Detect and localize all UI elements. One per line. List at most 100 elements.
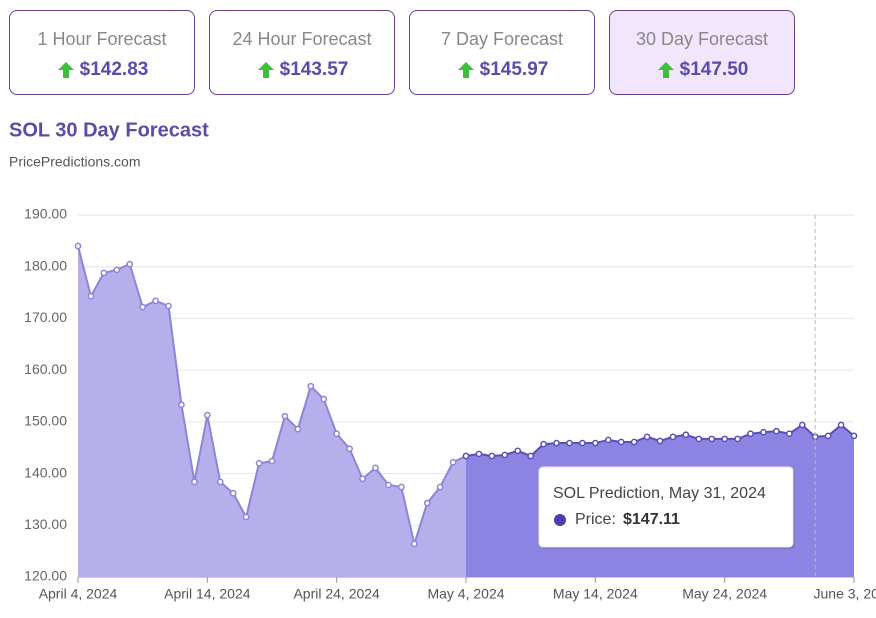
x-tick-label: May 14, 2024 <box>553 586 638 602</box>
point <box>268 457 276 465</box>
point <box>566 439 573 447</box>
point <box>178 401 185 409</box>
tooltip-label: Price: <box>575 511 616 528</box>
up-arrow <box>657 62 674 78</box>
chart-subtitle: PricePredictions.com <box>9 154 141 170</box>
point <box>165 302 172 310</box>
point <box>708 435 716 443</box>
forecast-card[interactable]: 7 Day Forecast $145.97 <box>409 10 595 95</box>
point <box>475 450 483 458</box>
point <box>553 439 560 447</box>
point <box>436 483 444 491</box>
point <box>139 303 147 311</box>
y-tick-label: 160.00 <box>24 361 67 377</box>
point <box>126 260 134 268</box>
point <box>850 432 858 440</box>
point <box>152 297 159 305</box>
tooltip-box <box>538 466 794 548</box>
point <box>87 292 95 300</box>
card-label: 24 Hour Forecast <box>232 29 372 49</box>
area <box>78 246 466 577</box>
forecast-card[interactable]: 1 Hour Forecast $142.83 <box>9 10 195 95</box>
point <box>255 459 263 467</box>
point <box>514 447 522 455</box>
y-tick-label: 190.00 <box>24 206 67 222</box>
point <box>372 464 379 472</box>
point <box>540 440 547 448</box>
point <box>682 431 690 439</box>
tooltip: SOL Prediction, May 31, 2024 Price: $147.1… <box>538 466 795 549</box>
point <box>320 395 328 403</box>
up-arrow <box>57 62 74 78</box>
point <box>113 266 121 274</box>
point <box>397 483 405 491</box>
x-tick-label: June 3, 2024 <box>814 586 876 602</box>
point <box>669 433 677 441</box>
point <box>695 435 703 443</box>
point <box>643 433 651 441</box>
up-arrow <box>257 62 274 78</box>
x-tick-label: May 24, 2024 <box>682 586 767 602</box>
point <box>734 435 741 443</box>
point <box>307 382 315 390</box>
y-tick-label: 150.00 <box>24 413 67 429</box>
point <box>385 481 392 489</box>
card-value-row: $143.57 <box>210 59 394 81</box>
forecast-card[interactable]: 30 Day Forecast $147.50 <box>609 10 795 95</box>
up-arrow <box>457 62 474 78</box>
point <box>462 452 470 460</box>
point <box>721 435 729 443</box>
card-label: 30 Day Forecast <box>635 29 769 49</box>
point <box>359 475 366 483</box>
point <box>74 242 82 250</box>
point <box>410 540 418 548</box>
card-value: $142.83 <box>79 59 149 80</box>
tooltip-dot <box>554 514 566 526</box>
point <box>501 451 509 459</box>
point <box>229 489 237 497</box>
x-tick-label: April 4, 2024 <box>39 586 118 602</box>
point <box>423 499 431 507</box>
point <box>346 445 353 453</box>
card-value-row: $142.83 <box>10 59 194 81</box>
point <box>591 439 599 447</box>
point <box>242 513 250 521</box>
card-value: $147.50 <box>679 59 749 80</box>
point <box>579 439 586 447</box>
point <box>216 478 224 486</box>
tooltip-title: SOL Prediction, May 31, 2024 <box>553 485 766 502</box>
card-label: 7 Day Forecast <box>440 29 564 49</box>
card-value: $143.57 <box>279 59 349 80</box>
x-tick-label: May 4, 2024 <box>427 586 504 602</box>
y-tick-label: 180.00 <box>24 257 67 273</box>
point <box>617 438 625 446</box>
x-tick-label: April 14, 2024 <box>164 586 251 602</box>
card-value: $145.97 <box>479 59 549 80</box>
point <box>837 421 845 429</box>
y-tick-label: 170.00 <box>24 309 67 325</box>
point <box>785 430 793 438</box>
point <box>449 458 457 466</box>
point <box>191 478 198 486</box>
card-label: 1 Hour Forecast <box>37 29 167 49</box>
point <box>527 452 535 460</box>
point <box>604 436 612 444</box>
tooltip-value: $147.11 <box>623 511 680 528</box>
chart: SOL 30 Day Forecast PricePredictions.com… <box>9 119 876 602</box>
forecast-card[interactable]: 24 Hour Forecast $143.57 <box>209 10 395 95</box>
point <box>760 428 767 436</box>
point <box>100 269 108 277</box>
card-value-row: $145.97 <box>410 59 594 81</box>
point <box>333 430 341 438</box>
point <box>656 437 664 445</box>
point <box>294 425 302 433</box>
point <box>773 427 780 435</box>
point <box>747 430 754 438</box>
y-tick-label: 130.00 <box>24 516 67 532</box>
x-tick-label: April 24, 2024 <box>293 586 380 602</box>
y-tick-label: 120.00 <box>24 568 67 584</box>
point <box>281 412 289 420</box>
point <box>630 438 638 446</box>
point <box>798 421 806 429</box>
